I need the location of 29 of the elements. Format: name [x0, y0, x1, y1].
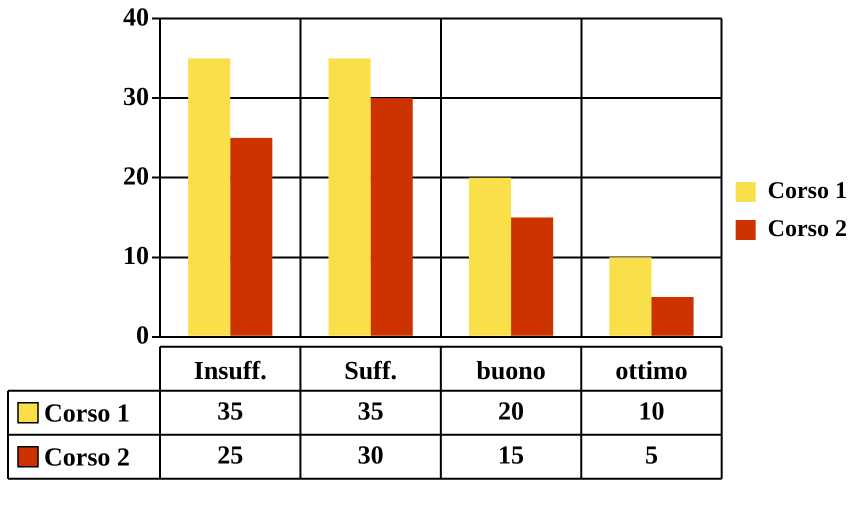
text: Corso 2	[44, 442, 130, 472]
y-tick-label: 0	[136, 320, 149, 350]
bar	[188, 58, 230, 336]
data-label: 25	[217, 440, 244, 470]
data-label: 30	[358, 440, 384, 470]
data-label: 35	[217, 396, 244, 426]
x-tick-label: buono	[476, 356, 546, 386]
y-tick-label: 30	[123, 82, 149, 111]
data-label: 5	[644, 440, 658, 470]
bar	[651, 297, 694, 336]
data-label: 20	[498, 396, 524, 426]
data-label: 35	[358, 396, 384, 426]
x-tick-label: Insuff.	[194, 356, 267, 386]
bar	[370, 98, 413, 336]
bar	[609, 257, 652, 336]
bar	[468, 178, 512, 336]
y-tick-label: 40	[123, 2, 149, 32]
legend-label: Corso 2	[768, 216, 848, 242]
x-tick-label: Suff.	[344, 356, 398, 386]
text: Corso 1	[768, 178, 848, 204]
y-tick-label: 20	[123, 161, 149, 190]
legend-label: Corso 1	[44, 398, 130, 428]
data-label: 15	[498, 440, 524, 470]
bar	[511, 217, 554, 336]
bar	[328, 58, 371, 336]
data-label: 10	[638, 396, 664, 426]
bar	[230, 138, 272, 336]
y-tick-label: 10	[123, 240, 149, 270]
x-tick-label: ottimo	[615, 356, 688, 386]
